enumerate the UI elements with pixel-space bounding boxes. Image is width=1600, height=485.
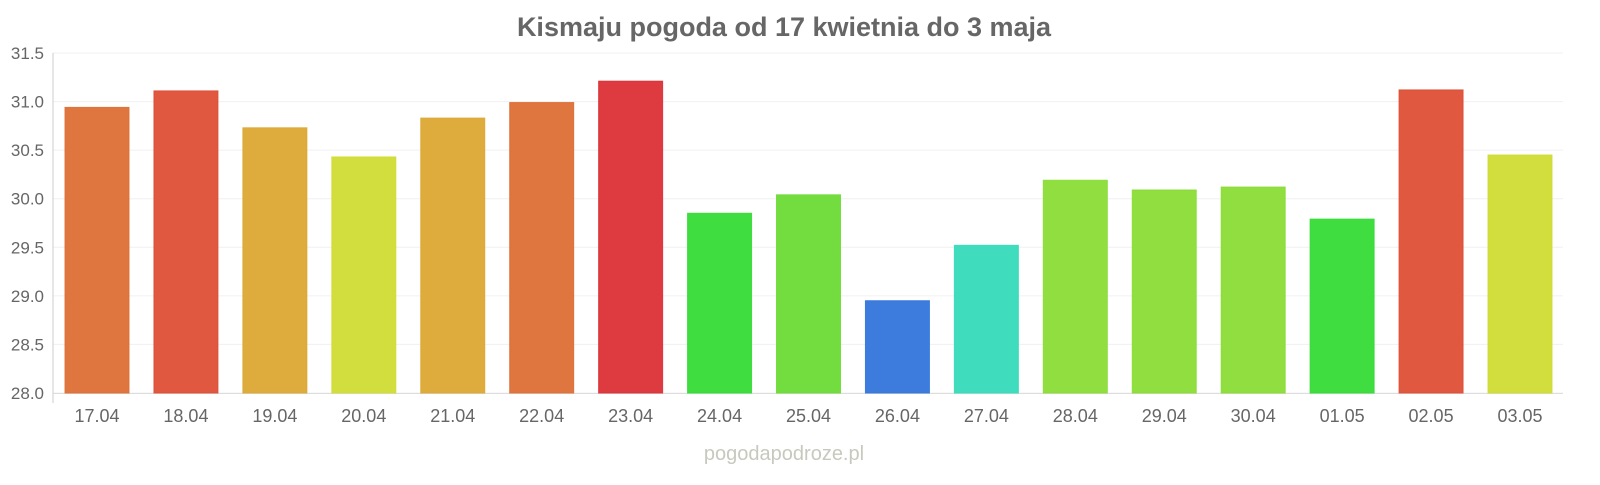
x-tick-label: 25.04: [786, 406, 831, 426]
bar-19.04[interactable]: [242, 127, 308, 394]
bar-26.04[interactable]: [864, 300, 930, 394]
x-tick-label: 21.04: [430, 406, 475, 426]
bar-21.04[interactable]: [420, 117, 486, 394]
x-tick-label: 30.04: [1231, 406, 1276, 426]
bar-28.04[interactable]: [1042, 179, 1108, 394]
x-tick-label: 24.04: [697, 406, 742, 426]
bar-29.04[interactable]: [1131, 189, 1197, 394]
y-tick-label: 29.0: [11, 287, 44, 306]
x-tick-label: 01.05: [1320, 406, 1365, 426]
x-tick-label: 02.05: [1409, 406, 1454, 426]
bar-22.04[interactable]: [509, 102, 575, 394]
x-tick-label: 03.05: [1497, 406, 1542, 426]
y-tick-label: 28.5: [11, 335, 44, 354]
bar-02.05[interactable]: [1398, 89, 1464, 394]
y-tick-label: 30.0: [11, 190, 44, 209]
y-tick-label: 31.0: [11, 93, 44, 112]
bar-17.04[interactable]: [64, 106, 130, 394]
x-tick-label: 18.04: [163, 406, 208, 426]
bar-20.04[interactable]: [331, 156, 397, 394]
x-tick-label: 27.04: [964, 406, 1009, 426]
x-tick-label: 26.04: [875, 406, 920, 426]
x-tick-label: 20.04: [341, 406, 386, 426]
watermark: pogodapodroze.pl: [704, 443, 864, 465]
bar-23.04[interactable]: [598, 80, 664, 394]
bar-03.05[interactable]: [1487, 154, 1553, 394]
bar-25.04[interactable]: [776, 194, 841, 394]
y-tick-label: 30.5: [11, 141, 44, 160]
bar-01.05[interactable]: [1309, 218, 1375, 394]
y-tick-label: 31.5: [11, 44, 44, 63]
x-tick-label: 17.04: [74, 406, 119, 426]
chart-title: Kismaju pogoda od 17 kwietnia do 3 maja: [517, 12, 1052, 42]
bar-30.04[interactable]: [1220, 186, 1286, 394]
x-tick-label: 28.04: [1053, 406, 1098, 426]
y-tick-label: 28.0: [11, 384, 44, 403]
bar-27.04[interactable]: [953, 244, 1019, 394]
x-tick-label: 19.04: [252, 406, 297, 426]
y-tick-label: 29.5: [11, 238, 44, 257]
x-tick-label: 23.04: [608, 406, 653, 426]
x-tick-label: 29.04: [1142, 406, 1187, 426]
x-tick-label: 22.04: [519, 406, 564, 426]
bar-24.04[interactable]: [687, 212, 753, 394]
bar-18.04[interactable]: [153, 90, 219, 394]
